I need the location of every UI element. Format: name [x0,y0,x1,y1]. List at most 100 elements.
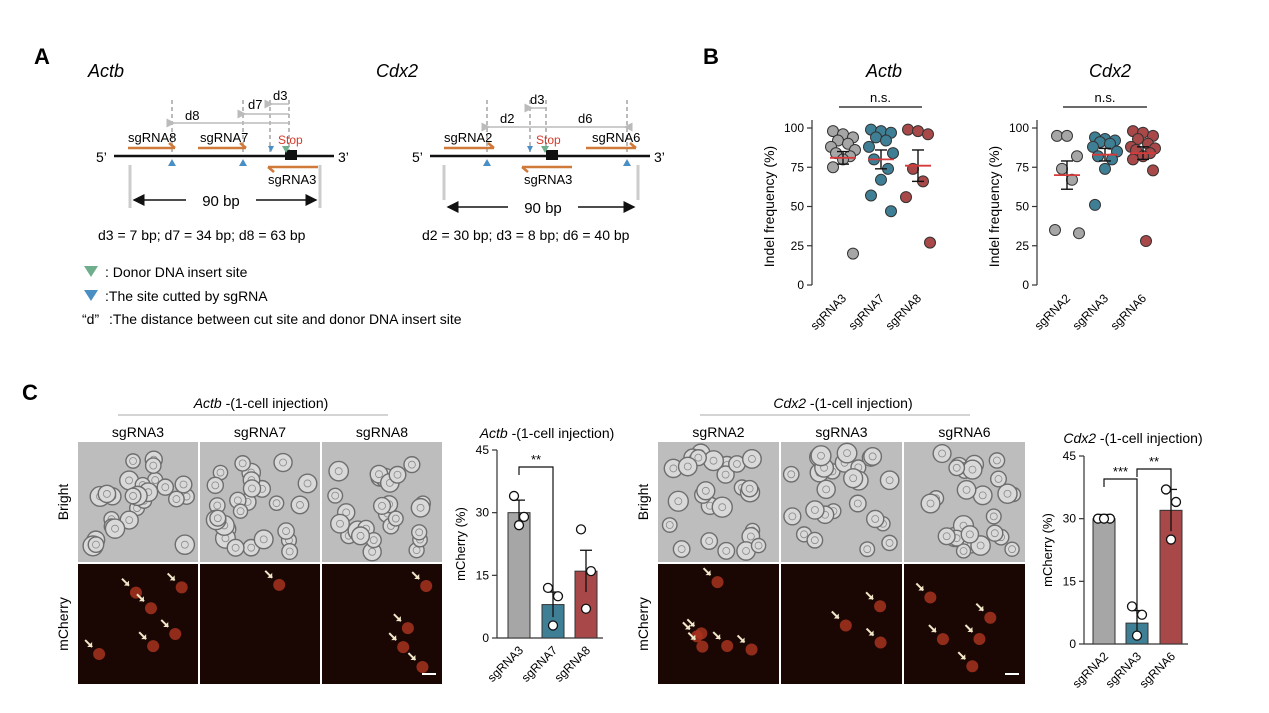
embryo [281,543,299,561]
significance-label: ** [531,452,541,467]
mcherry-positive-cell [93,648,106,661]
embryo [750,537,767,554]
data-point [547,620,559,631]
embryo [174,534,196,555]
embryo [881,534,898,552]
cdx2-cut-icon [527,146,533,152]
data-point [1089,198,1101,211]
embryo [805,500,825,520]
mcherry-positive-cell [839,619,852,632]
embryo [667,490,689,512]
embryo [388,465,407,484]
mcherry-positive-cell [416,661,429,674]
data-point [1061,129,1073,142]
embryo [960,525,980,544]
embryo [242,479,262,498]
embryo [920,493,941,514]
embryo [268,495,285,511]
significance-label: n.s. [870,90,891,105]
legend-cut-text: :The site cutted by sgRNA [105,288,268,304]
embryo [988,452,1006,469]
data-point [585,566,597,577]
data-point [1087,140,1099,153]
embryo [741,448,762,469]
data-point [922,128,934,141]
cdx2-three-prime: 3’ [654,149,665,165]
cdx2-span-label: 90 bp [524,200,562,217]
embryo [661,517,678,533]
y-tick-label: 100 [1009,121,1029,135]
embryo [879,470,900,491]
x-tick-label: sgRNA8 [883,291,925,333]
embryo [168,490,185,508]
mcherry-positive-cell [273,578,286,591]
data-point [1104,137,1116,150]
panel-a-legend: : Donor DNA insert site :The site cutted… [82,264,462,327]
data-point [912,125,924,138]
data-point [875,173,887,186]
data-point [1140,235,1152,248]
micrograph-column-label: sgRNA3 [112,424,164,440]
y-tick-label: 15 [476,568,490,582]
y-tick-label: 15 [1063,574,1077,588]
data-point [885,205,897,218]
mcherry-positive-cell [936,633,949,646]
mcherry-positive-cell [966,660,979,673]
legend-d-marker: “d” [82,311,99,327]
data-point [508,490,520,502]
mcherry-positive-cell [984,611,997,624]
bar [1092,518,1116,645]
cdx2-cut-icon-sg6 [623,159,631,166]
actb-three-prime: 3’ [338,149,349,165]
embryo [955,543,972,559]
embryo [387,510,404,527]
actb-cut-icon-sg8 [168,159,176,166]
micrograph-column-label: sgRNA7 [234,424,286,440]
y-tick-label: 25 [791,239,805,253]
data-point [518,511,530,522]
mcherry-positive-cell [924,591,937,604]
data-point [1126,601,1138,612]
embryo [290,495,310,515]
data-point [1092,150,1104,163]
data-point [1165,534,1177,545]
embryo [206,476,225,495]
mcherry-positive-cell [420,580,433,593]
y-tick-label: 50 [1016,200,1030,214]
actb-d3-label: d3 [273,88,287,103]
actb-stop-codon [285,150,297,160]
embryo [410,497,431,518]
x-tick-label: sgRNA3 [485,643,527,685]
chart-actb-indel: Actb 0 25 50 75 100 Indel frequency (%) n.s. sgR… [761,61,936,333]
actb-span-label: 90 bp [202,193,240,210]
embryo [816,479,836,500]
actb-d8-label: d8 [185,108,199,123]
x-tick-label: sgRNA6 [1137,649,1179,691]
legend-insert-icon [84,266,98,277]
y-axis-label: Indel frequency (%) [761,146,777,267]
actb-sgrna8-label: sgRNA8 [128,130,176,145]
y-tick-label: 45 [1063,449,1077,463]
y-tick-label: 30 [1063,512,1077,526]
embryo [253,529,274,550]
micrograph-column-label: sgRNA8 [356,424,408,440]
cdx2-sgrna3-label: sgRNA3 [524,172,572,187]
mcherry-positive-cell [401,622,414,635]
micrograph-row-label: Bright [55,484,71,521]
embryo [277,522,295,540]
micrograph-column-label: sgRNA6 [938,424,990,440]
embryo [711,496,733,518]
embryo [986,524,1004,542]
chart-actb-mcherry: Actb -(1-cell injection) 0 15 30 45 mCherry (… [453,425,614,685]
embryo [411,524,428,541]
embryo [717,541,736,560]
data-point [1160,484,1172,495]
mcherry-positive-cell [397,641,410,654]
data-point [924,236,936,249]
data-point [580,603,592,614]
micrograph-row-label: mCherry [55,597,71,651]
data-point [902,123,914,136]
y-tick-label: 50 [791,200,805,214]
cdx2-cut-icon-sg2 [483,159,491,166]
